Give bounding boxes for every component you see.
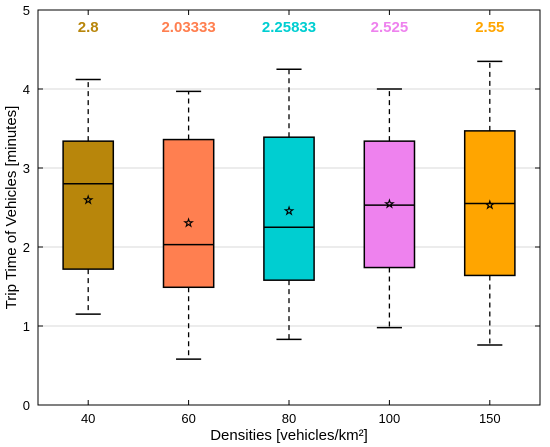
median-labels: 2.8 2.03333 2.25833 2.525 2.55: [78, 19, 505, 36]
box-80: ☆: [263, 68, 315, 341]
y-tick-label: 5: [23, 3, 30, 18]
box-body: [363, 140, 416, 269]
box-60: ☆: [162, 90, 215, 360]
x-axis-ticks: 40 60 80 100 150: [81, 10, 501, 426]
box-100: ☆: [363, 88, 416, 329]
box-body: [162, 138, 215, 289]
x-axis-label: Densities [vehicles/km²]: [210, 427, 368, 444]
mean-marker: ☆: [384, 199, 394, 211]
median-label-60: 2.03333: [161, 19, 215, 36]
y-axis-ticks: 0 1 2 3 4 5: [23, 3, 540, 413]
x-tick-label: 150: [479, 411, 501, 426]
median-label-40: 2.8: [78, 19, 99, 36]
median-label-100: 2.525: [371, 19, 409, 36]
y-tick-label: 1: [23, 319, 30, 334]
box-40: ☆: [62, 78, 115, 315]
x-tick-label: 100: [379, 411, 401, 426]
box-150: ☆: [463, 60, 516, 346]
median-label-150: 2.55: [475, 19, 504, 36]
x-tick-label: 60: [181, 411, 195, 426]
y-axis-label: Trip Time of Vehicles [minutes]: [3, 106, 20, 310]
x-tick-label: 40: [81, 411, 95, 426]
mean-marker: ☆: [83, 195, 93, 207]
mean-marker: ☆: [485, 199, 495, 211]
boxes: ☆ ☆ ☆ ☆ ☆: [62, 60, 516, 360]
y-tick-label: 4: [23, 82, 30, 97]
y-tick-label: 2: [23, 240, 30, 255]
y-tick-label: 3: [23, 161, 30, 176]
mean-marker: ☆: [184, 218, 194, 230]
median-label-80: 2.25833: [262, 19, 316, 36]
box-body: [263, 136, 315, 281]
x-tick-label: 80: [282, 411, 296, 426]
box-body: [62, 140, 115, 270]
mean-marker: ☆: [284, 206, 294, 218]
y-tick-label: 0: [23, 398, 30, 413]
